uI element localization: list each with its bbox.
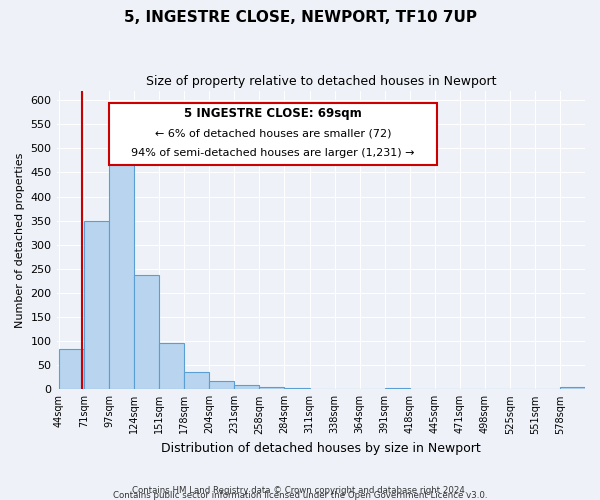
Bar: [284, 388, 310, 390]
Bar: [385, 388, 410, 390]
Y-axis label: Number of detached properties: Number of detached properties: [15, 152, 25, 328]
Bar: [59, 350, 84, 390]
Bar: [560, 387, 585, 390]
Bar: [235, 386, 259, 390]
Text: 5, INGESTRE CLOSE, NEWPORT, TF10 7UP: 5, INGESTRE CLOSE, NEWPORT, TF10 7UP: [124, 10, 476, 25]
Text: ← 6% of detached houses are smaller (72): ← 6% of detached houses are smaller (72): [155, 129, 391, 139]
Text: Contains public sector information licensed under the Open Government Licence v3: Contains public sector information licen…: [113, 490, 487, 500]
X-axis label: Distribution of detached houses by size in Newport: Distribution of detached houses by size …: [161, 442, 481, 455]
Bar: [209, 380, 235, 390]
Bar: [134, 275, 159, 390]
Bar: [259, 387, 284, 390]
Text: 94% of semi-detached houses are larger (1,231) →: 94% of semi-detached houses are larger (…: [131, 148, 415, 158]
Bar: [184, 372, 209, 390]
Bar: [84, 220, 109, 390]
Bar: [159, 342, 184, 390]
Title: Size of property relative to detached houses in Newport: Size of property relative to detached ho…: [146, 75, 496, 88]
FancyBboxPatch shape: [109, 102, 437, 165]
Text: Contains HM Land Registry data © Crown copyright and database right 2024.: Contains HM Land Registry data © Crown c…: [132, 486, 468, 495]
Bar: [109, 159, 134, 390]
Text: 5 INGESTRE CLOSE: 69sqm: 5 INGESTRE CLOSE: 69sqm: [184, 108, 362, 120]
